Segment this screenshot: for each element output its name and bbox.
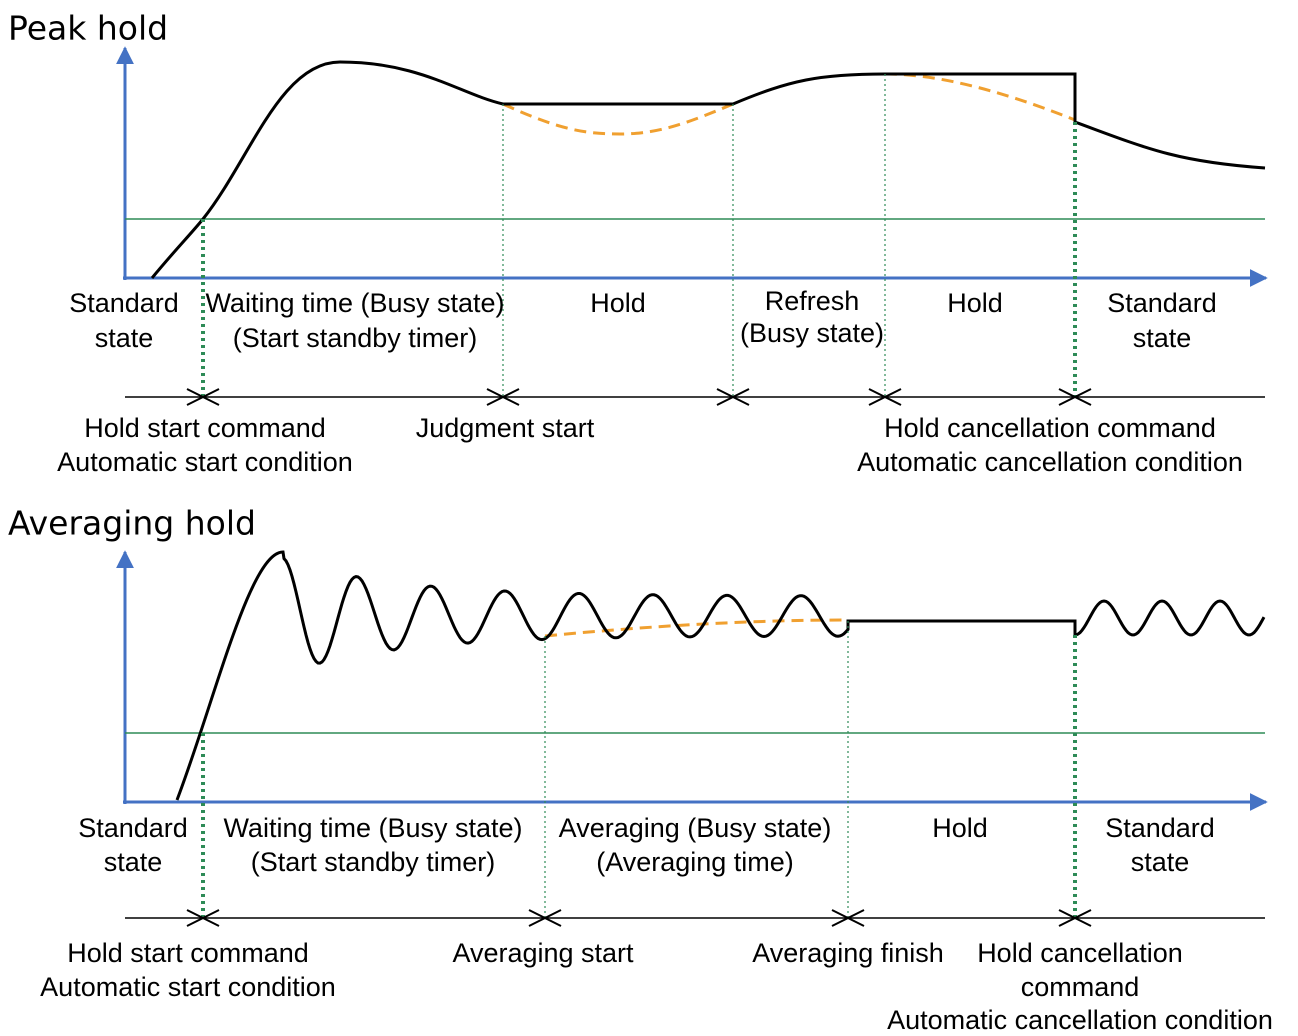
event-label: Automatic cancellation condition	[887, 1005, 1273, 1035]
state-label: Averaging (Busy state)	[559, 813, 832, 843]
dashed-signal	[502, 102, 734, 136]
arrowhead	[1058, 388, 1092, 406]
avg-graph	[116, 550, 1268, 811]
arrowhead	[716, 388, 750, 406]
state-label: (Busy state)	[740, 318, 884, 348]
arrowhead	[186, 388, 220, 406]
event-label: Averaging start	[452, 938, 634, 968]
state-label: state	[1131, 847, 1190, 877]
arrowhead	[528, 909, 562, 927]
state-label: Standard	[69, 288, 179, 318]
state-label: Refresh	[765, 286, 860, 316]
state-label: state	[95, 323, 154, 353]
event-label: Hold start command	[67, 938, 309, 968]
peak-graph	[116, 46, 1268, 287]
state-label: Standard	[1107, 288, 1217, 318]
state-label: (Averaging time)	[596, 847, 794, 877]
arrowhead	[486, 388, 520, 406]
state-label: (Start standby timer)	[251, 847, 496, 877]
arrowhead	[868, 388, 902, 406]
state-label: Standard	[1105, 813, 1215, 843]
arrowhead	[1058, 909, 1092, 927]
arrowhead	[831, 909, 865, 927]
event-label: Automatic start condition	[40, 972, 336, 1002]
state-label: state	[104, 847, 163, 877]
event-label: Hold start command	[84, 413, 326, 443]
event-label: Hold cancellation	[977, 938, 1183, 968]
event-label: Hold cancellation command	[884, 413, 1216, 443]
signal	[175, 550, 1266, 801]
state-label: Standard	[78, 813, 188, 843]
event-label: Automatic start condition	[57, 447, 353, 477]
event-label: Averaging finish	[752, 938, 944, 968]
section-title: Peak hold	[8, 9, 168, 48]
arrowhead	[186, 909, 220, 927]
state-label: (Start standby timer)	[233, 323, 478, 353]
state-label: Hold	[932, 813, 988, 843]
dashed-signal	[884, 72, 1076, 122]
state-label: Waiting time (Busy state)	[205, 288, 504, 318]
event-label: Judgment start	[416, 413, 595, 443]
state-label: Hold	[947, 288, 1003, 318]
state-label: Waiting time (Busy state)	[223, 813, 522, 843]
signal	[150, 60, 1266, 279]
state-label: state	[1133, 323, 1192, 353]
event-label: Automatic cancellation condition	[857, 447, 1243, 477]
dashed-signal	[544, 618, 849, 638]
state-label: Hold	[590, 288, 646, 318]
section-title: Averaging hold	[8, 504, 256, 543]
event-label: command	[1021, 972, 1140, 1002]
